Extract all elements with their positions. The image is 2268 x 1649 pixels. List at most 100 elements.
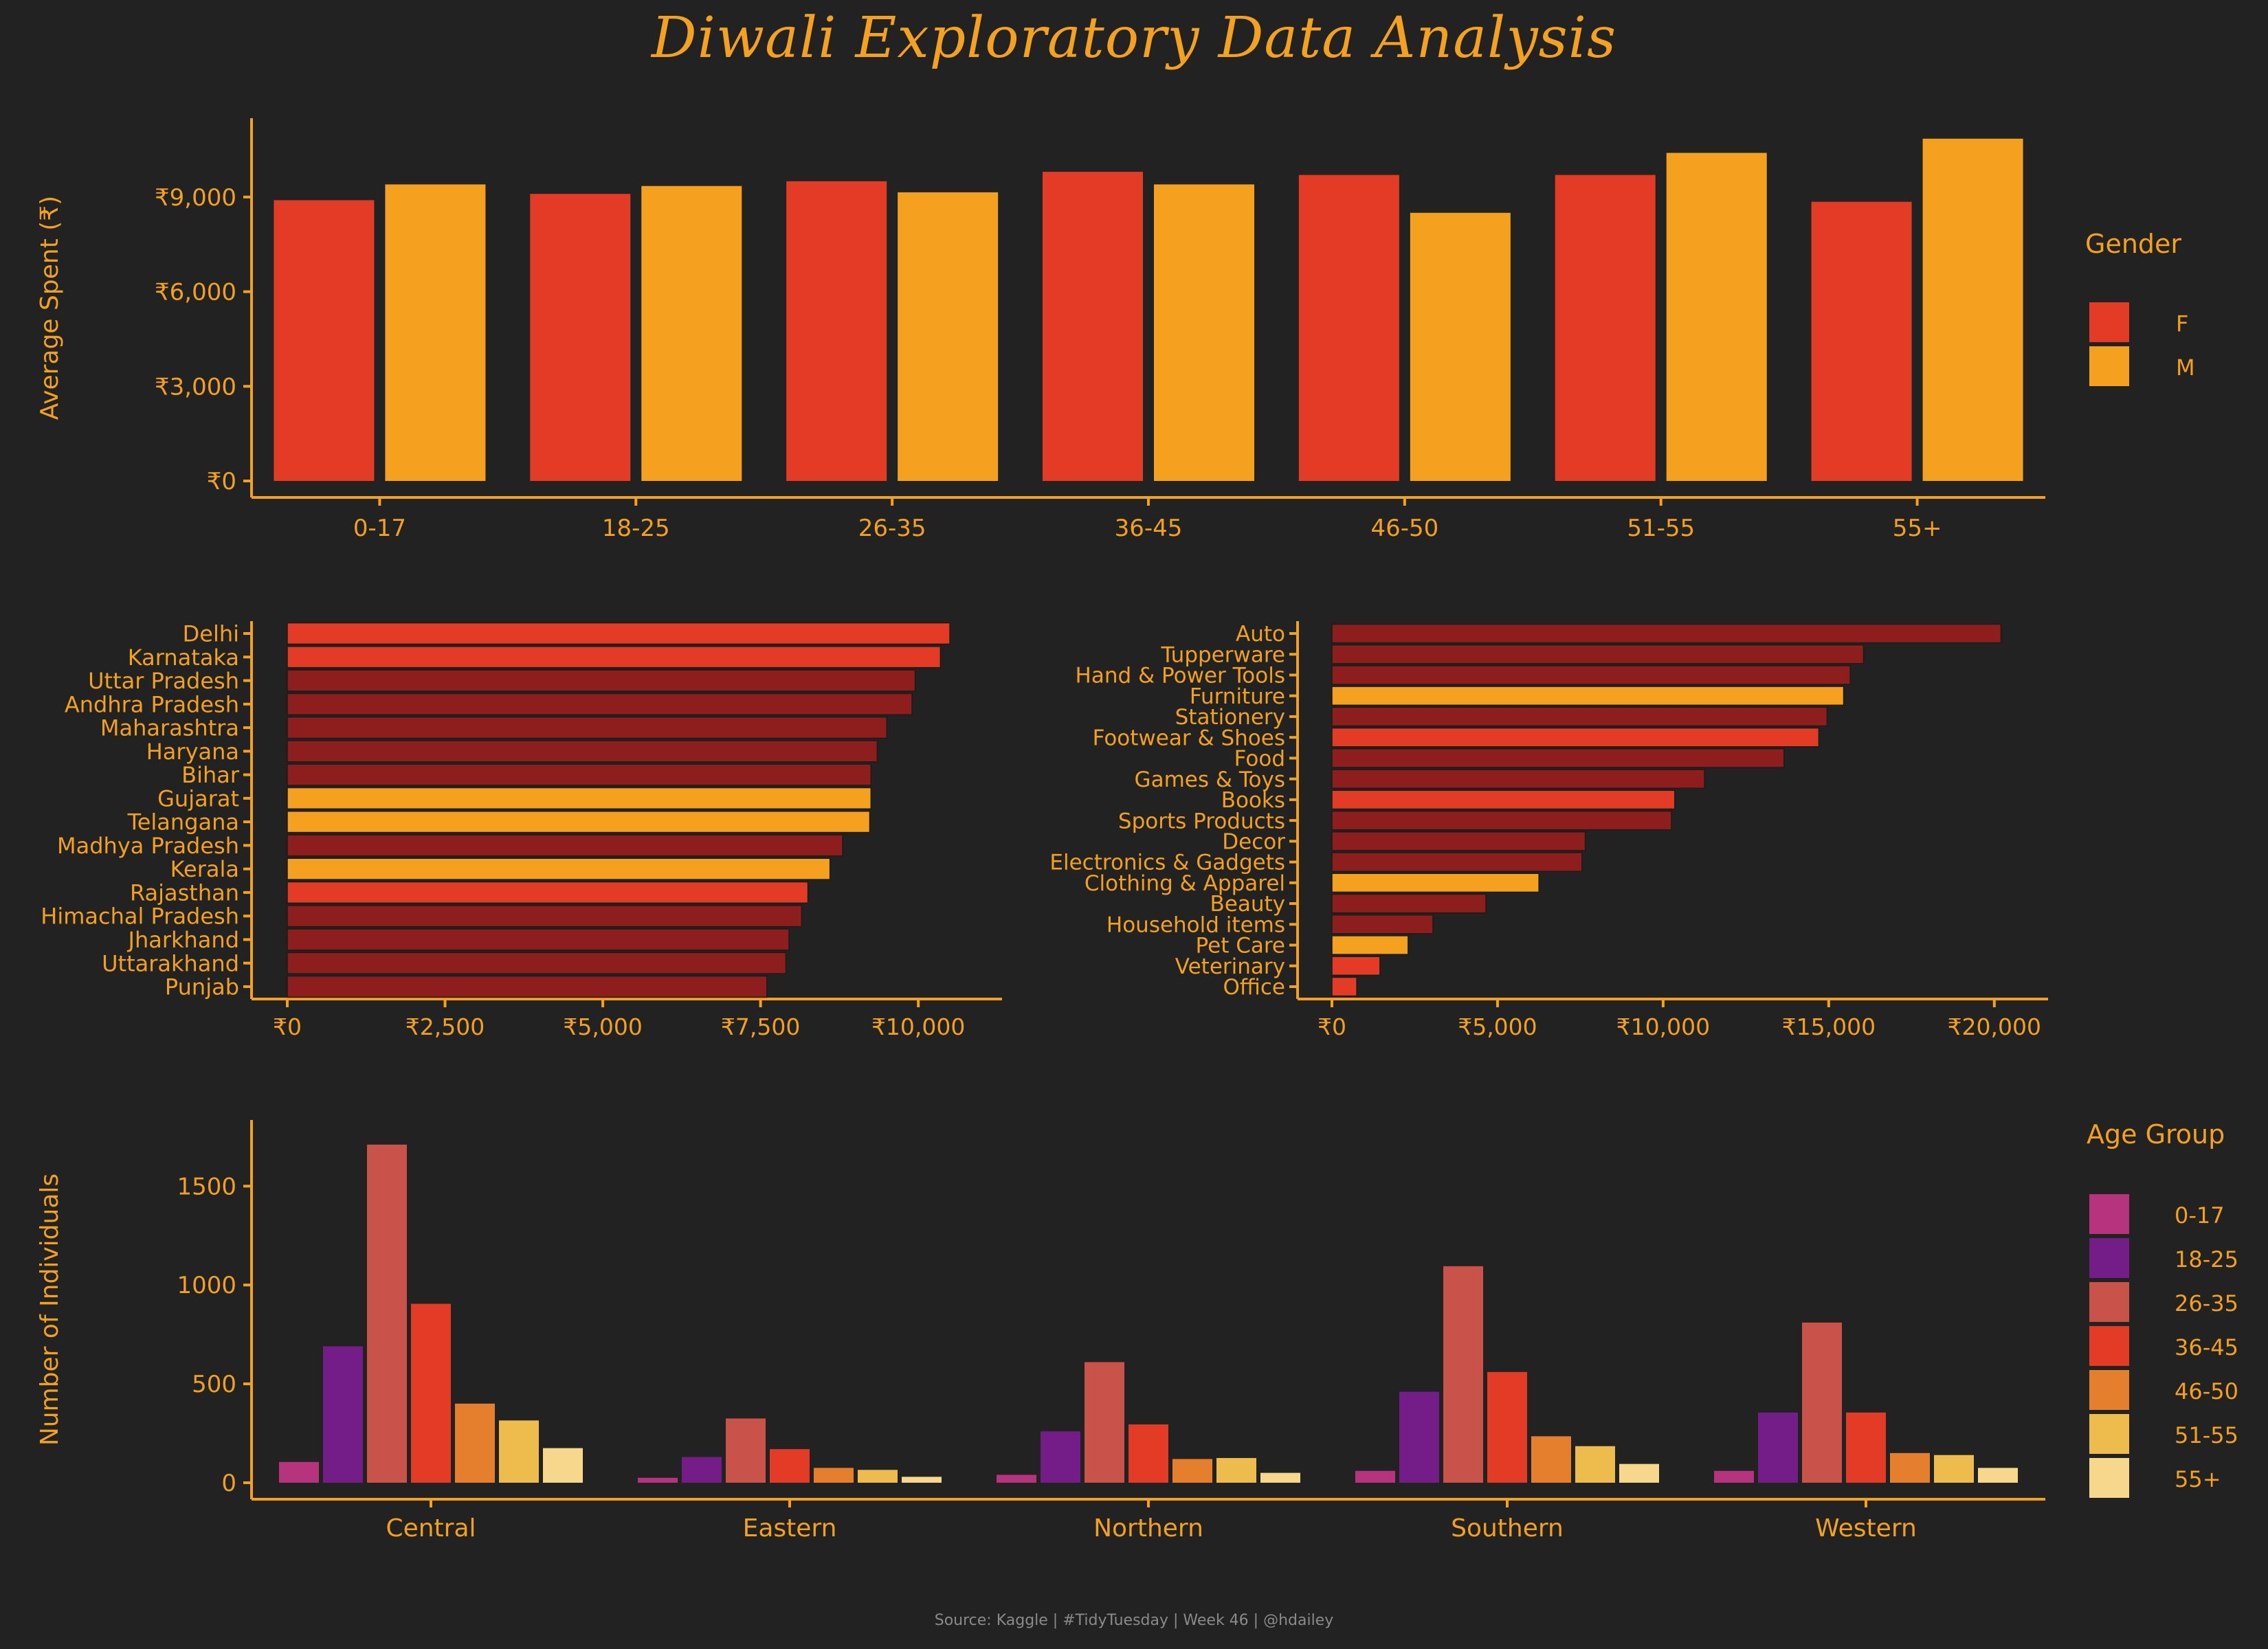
x-tick-label: ₹0 (273, 1013, 302, 1040)
y-tick-label: Household items (1107, 912, 1285, 937)
x-tick-label: ₹10,000 (871, 1013, 965, 1040)
y-tick-label: 500 (192, 1371, 236, 1398)
bar-northern-26-35 (1085, 1362, 1124, 1483)
x-tick-label: 18-25 (602, 515, 670, 542)
bar-gujarat (287, 787, 872, 810)
bar-f-18-25 (530, 194, 631, 481)
bar-central-18-25 (323, 1346, 363, 1483)
bar-veterinary (1331, 956, 1381, 976)
bar-m-26-35 (898, 192, 999, 481)
y-tick-label: Punjab (165, 974, 239, 1000)
y-tick-label: Pet Care (1196, 934, 1285, 958)
x-tick-label: ₹10,000 (1616, 1013, 1710, 1040)
x-tick-label: Central (386, 1514, 476, 1543)
y-axis-title: Average Spent (₹) (36, 196, 64, 420)
bar-central-26-35 (367, 1144, 407, 1483)
x-tick-label: 0-17 (353, 515, 406, 542)
bar-southern-36-45 (1487, 1371, 1527, 1483)
bar-bihar (287, 763, 872, 786)
legend-label-55+: 55+ (2175, 1466, 2221, 1492)
spend-by-age-gender-chart: ₹0 ₹3,000 ₹6,000 ₹9,000 0-17 18-25 26-35 36-45 4… (36, 118, 2195, 542)
page-title: Diwali Exploratory Data Analysis (651, 5, 1617, 71)
bar-southern-18-25 (1399, 1391, 1439, 1483)
bar-eastern-46-50 (814, 1468, 854, 1483)
bar-m-0-17 (385, 184, 486, 481)
bar-himachal-pradesh (287, 905, 803, 928)
legend-swatch-36-45 (2089, 1326, 2129, 1366)
bar-northern-55+ (1260, 1472, 1300, 1483)
bar-f-0-17 (274, 200, 375, 481)
legend-swatch-m (2089, 346, 2129, 386)
bar-furniture (1331, 686, 1845, 706)
y-tick-label: ₹6,000 (155, 279, 236, 306)
legend-swatch-46-50 (2089, 1370, 2129, 1410)
individuals-by-zone-age-chart: 0 500 1000 1500 Central Eastern Northern Southe… (36, 1119, 2238, 1543)
y-tick-label: Uttarakhand (102, 950, 239, 976)
bar-uttarakhand (287, 952, 787, 974)
bar-f-46-50 (1298, 175, 1399, 481)
bar-madhya-pradesh (287, 834, 843, 857)
bar-western-51-55 (1934, 1455, 1974, 1483)
bar-central-55+ (543, 1448, 583, 1483)
y-tick-label: Maharashtra (100, 715, 239, 741)
bar-auto (1331, 623, 2002, 644)
y-tick-label: Delhi (183, 621, 239, 647)
bar-f-26-35 (786, 181, 887, 481)
y-tick-label: Beauty (1210, 892, 1285, 917)
bar-f-51-55 (1555, 175, 1656, 481)
bar-eastern-26-35 (726, 1418, 766, 1483)
y-tick-label: Decor (1222, 830, 1285, 855)
y-tick-label: Telangana (127, 809, 239, 835)
y-tick-label: Furniture (1190, 684, 1285, 709)
y-tick-label: Gujarat (157, 785, 239, 811)
bar-central-36-45 (411, 1303, 451, 1483)
legend-swatch-26-35 (2089, 1282, 2129, 1322)
y-tick-label: Food (1234, 747, 1285, 772)
bar-f-36-45 (1043, 172, 1143, 481)
legend-label-51-55: 51-55 (2175, 1422, 2238, 1448)
bar-eastern-18-25 (682, 1457, 722, 1483)
y-axis-title: Number of Individuals (36, 1174, 64, 1446)
legend-label-0-17: 0-17 (2175, 1202, 2225, 1229)
bar-western-26-35 (1802, 1322, 1842, 1483)
legend-swatch-55+ (2089, 1458, 2129, 1498)
y-tick-label: Footwear & Shoes (1093, 726, 1285, 750)
bar-pet-care (1331, 935, 1409, 955)
bar-f-55+ (1811, 201, 1912, 481)
bar-m-46-50 (1410, 212, 1511, 481)
y-tick-label: Games & Toys (1135, 767, 1285, 792)
bar-eastern-36-45 (770, 1449, 810, 1483)
x-tick-label: ₹5,000 (563, 1013, 642, 1040)
bar-southern-51-55 (1575, 1446, 1615, 1483)
y-tick-label: 0 (221, 1470, 236, 1497)
bar-western-0-17 (1714, 1470, 1754, 1483)
legend-label-26-35: 26-35 (2175, 1290, 2238, 1316)
bar-food (1331, 748, 1785, 768)
legend-label-46-50: 46-50 (2175, 1378, 2238, 1404)
y-tick-label: Books (1221, 788, 1285, 813)
y-tick-label: Stationery (1175, 705, 1285, 730)
x-tick-label: Northern (1093, 1514, 1203, 1543)
legend-swatch-18-25 (2089, 1238, 2129, 1278)
x-tick-label: 55+ (1893, 515, 1942, 542)
y-tick-label: Electronics & Gadgets (1049, 851, 1285, 875)
x-tick-label: ₹20,000 (1948, 1013, 2041, 1040)
x-tick-label: ₹7,500 (721, 1013, 800, 1040)
legend-swatch-0-17 (2089, 1194, 2129, 1234)
x-tick-label: ₹15,000 (1782, 1013, 1876, 1040)
x-tick-label: 46-50 (1370, 515, 1438, 542)
y-tick-label: Uttar Pradesh (88, 668, 239, 694)
y-tick-label: ₹0 (207, 468, 236, 495)
bar-central-46-50 (455, 1403, 495, 1483)
bar-games-toys (1331, 769, 1705, 789)
bar-andhra-pradesh (287, 693, 913, 715)
bar-northern-46-50 (1172, 1459, 1212, 1483)
bar-m-55+ (1922, 138, 2023, 481)
bar-western-55+ (1978, 1468, 2018, 1483)
bar-household-items (1331, 914, 1434, 934)
bar-stationery (1331, 706, 1828, 727)
legend-swatch-51-55 (2089, 1414, 2129, 1454)
bar-uttar-pradesh (287, 669, 916, 692)
bar-western-46-50 (1890, 1452, 1930, 1483)
legend-label-18-25: 18-25 (2175, 1246, 2238, 1272)
